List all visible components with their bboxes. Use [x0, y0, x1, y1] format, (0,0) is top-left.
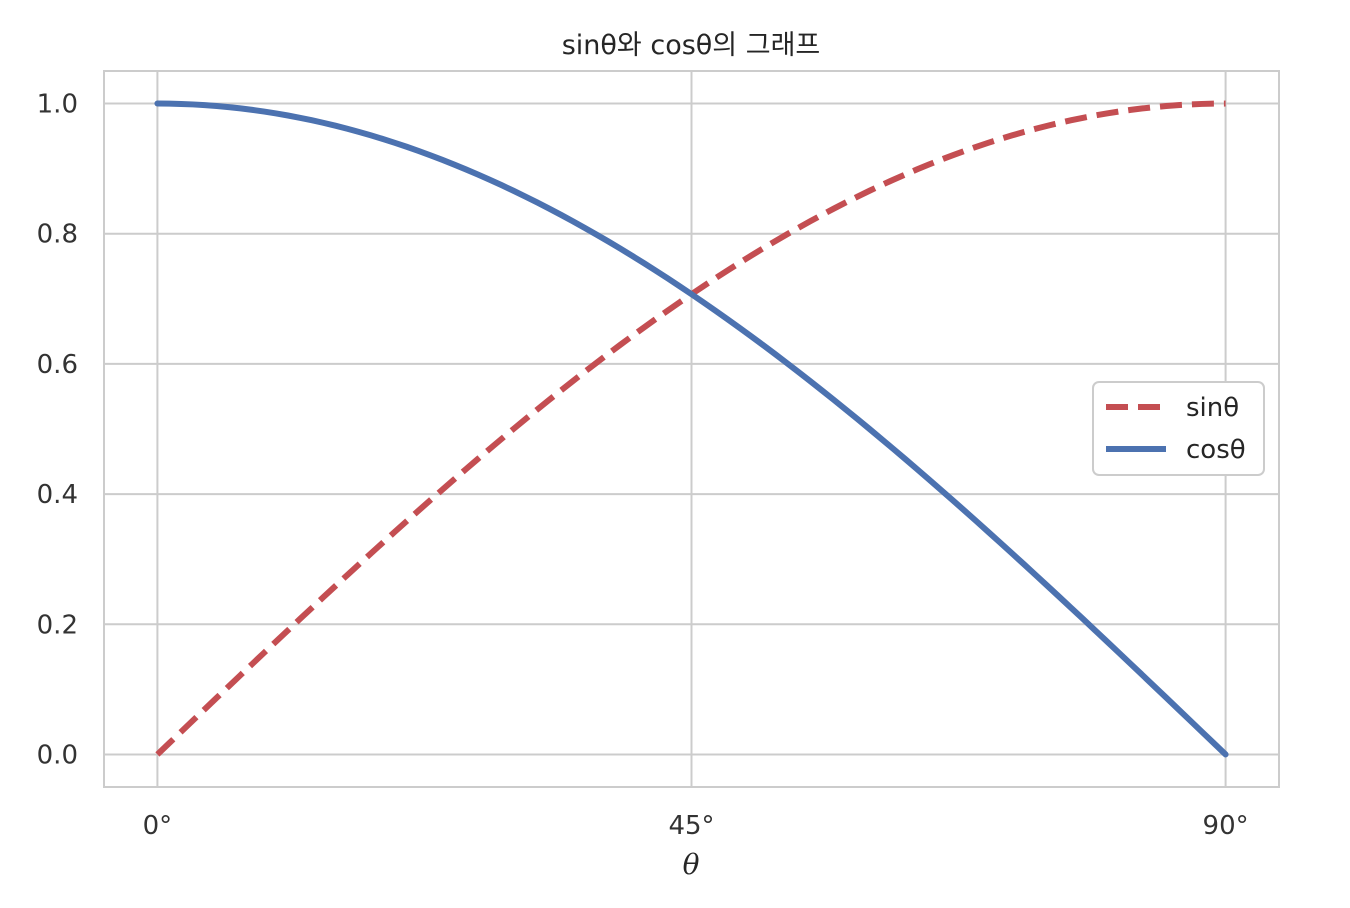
x-tick-label: 90° — [1203, 811, 1249, 841]
legend-label-sin: sinθ — [1186, 393, 1239, 423]
x-tick-label: 45° — [668, 811, 714, 841]
series-layer — [154, 100, 1229, 758]
series-line-cos — [154, 100, 1229, 758]
x-tick-label: 0° — [143, 811, 173, 841]
y-tick-label: 0.2 — [37, 610, 78, 640]
legend-label-cos: cosθ — [1186, 435, 1246, 465]
tick-labels: 0° 45° 90° 0.0 0.2 0.4 0.6 0.8 1.0 — [37, 90, 1249, 841]
y-tick-label: 1.0 — [37, 90, 78, 120]
y-tick-label: 0.6 — [37, 350, 78, 380]
y-tick-label: 0.0 — [37, 740, 78, 770]
plot-frame — [103, 70, 1280, 788]
x-axis-label: θ — [683, 848, 700, 881]
y-tick-label: 0.4 — [37, 480, 78, 510]
y-tick-label: 0.8 — [37, 220, 78, 250]
legend: sinθ cosθ — [1092, 381, 1265, 476]
chart-title: sinθ와 cosθ의 그래프 — [562, 30, 821, 61]
